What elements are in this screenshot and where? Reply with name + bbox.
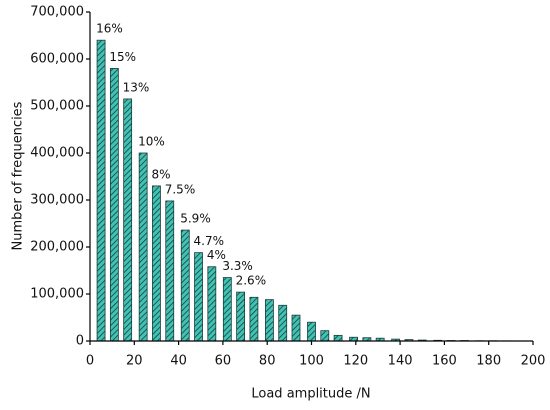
bar	[222, 277, 232, 342]
y-tick-label: 200,000	[30, 240, 84, 255]
bar	[96, 39, 106, 342]
x-tick-label: 80	[259, 354, 276, 369]
bar-annotation: 8%	[151, 167, 170, 181]
bar	[109, 68, 119, 342]
bar-annotation: 16%	[96, 22, 123, 36]
bar	[307, 321, 316, 342]
bar	[207, 266, 217, 342]
bar-annotation: 4.7%	[194, 234, 225, 248]
x-axis-label: Load amplitude /N	[251, 387, 370, 402]
bar-annotation: 3.3%	[222, 259, 253, 273]
bar	[180, 229, 190, 342]
x-tick-label: 40	[170, 354, 187, 369]
y-tick-label: 0	[76, 334, 84, 349]
x-tick-label: 120	[343, 354, 368, 369]
y-tick-label: 400,000	[30, 146, 84, 161]
x-tick-label: 20	[126, 354, 143, 369]
bar-annotation: 5.9%	[180, 212, 211, 226]
bar-annotation: 2.6%	[236, 274, 267, 288]
y-tick-label: 500,000	[30, 99, 84, 114]
x-tick-label: 160	[432, 354, 457, 369]
y-tick-label: 300,000	[30, 193, 84, 208]
bar-annotation: 4%	[207, 248, 226, 262]
bar	[138, 152, 148, 342]
bar	[123, 98, 133, 342]
bar	[152, 185, 161, 342]
bar	[291, 314, 301, 342]
bar-annotation: 15%	[109, 50, 136, 64]
bar-annotation: 13%	[123, 80, 150, 94]
x-tick-label: 180	[476, 354, 501, 369]
bar	[249, 296, 259, 342]
bar	[165, 200, 175, 342]
x-tick-label: 60	[215, 354, 232, 369]
bar-annotation: 10%	[138, 135, 165, 149]
bar	[236, 291, 246, 342]
bar	[320, 330, 330, 342]
bar	[333, 334, 343, 342]
bar-annotation: 7.5%	[165, 182, 196, 196]
bar	[194, 252, 203, 342]
y-tick-label: 700,000	[30, 5, 84, 20]
x-tick-label: 0	[86, 354, 94, 369]
x-tick-label: 200	[521, 354, 546, 369]
y-tick-label: 600,000	[30, 52, 84, 67]
x-tick-label: 100	[299, 354, 324, 369]
bar	[265, 299, 274, 342]
y-tick-label: 100,000	[30, 287, 84, 302]
y-axis-label: Number of frequencies	[11, 101, 26, 250]
x-tick-label: 140	[388, 354, 413, 369]
bar	[278, 304, 288, 342]
